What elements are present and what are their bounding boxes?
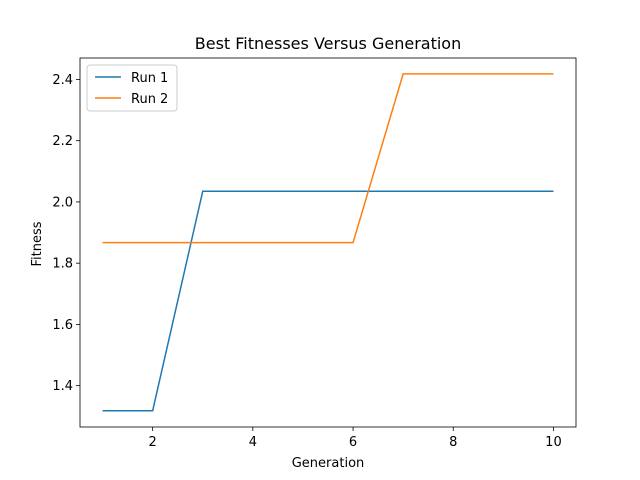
chart-title: Best Fitnesses Versus Generation (195, 34, 461, 53)
series-line-2 (102, 73, 554, 244)
x-tick-label: 2 (149, 435, 157, 450)
legend: Run 1 Run 2 (86, 64, 178, 112)
y-tick-label: 2.4 (52, 73, 73, 88)
y-axis-label: Fitness (30, 221, 45, 266)
axes-frame (79, 57, 577, 428)
y-tick-label: 1.6 (52, 318, 73, 333)
x-tick-label: 4 (249, 435, 257, 450)
y-tick-label: 2.2 (52, 134, 73, 149)
legend-label-1: Run 1 (131, 71, 168, 86)
legend-label-2: Run 2 (131, 92, 168, 107)
x-axis-label: Generation (292, 456, 365, 471)
x-tick-label: 6 (349, 435, 357, 450)
y-tick-label: 1.8 (52, 257, 73, 272)
y-tick-label: 1.4 (52, 379, 73, 394)
y-tick-label: 2.0 (52, 195, 73, 210)
plot-area (79, 57, 577, 428)
x-tick-label: 10 (545, 435, 562, 450)
series-line-1 (102, 190, 554, 412)
x-tick-label: 8 (449, 435, 457, 450)
axis-ticks: 2 4 6 8 10 1.4 1.6 1.8 2.0 2.2 2.4 (52, 73, 561, 450)
